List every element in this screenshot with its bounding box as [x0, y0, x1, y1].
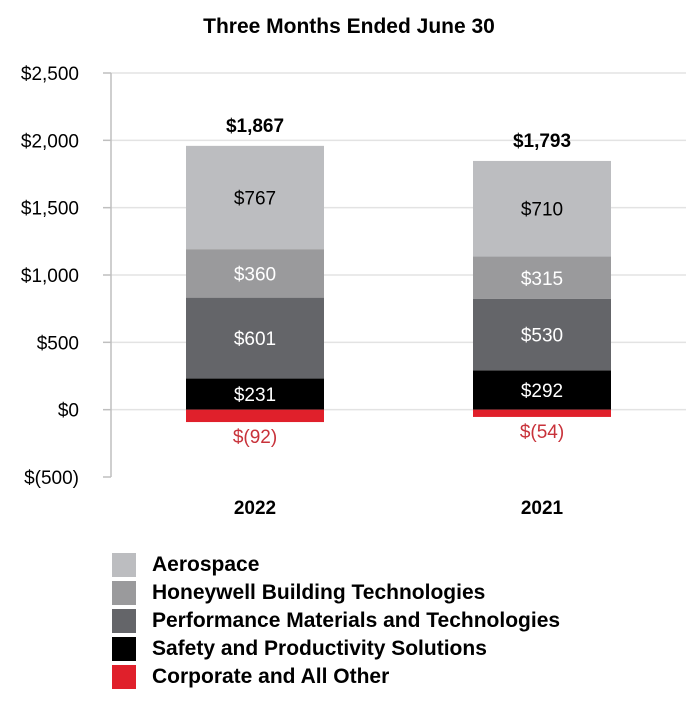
bar-segment-honeywell-building-technologies	[473, 256, 611, 299]
data-label-safety-and-productivity-solutions: $292	[521, 381, 563, 402]
legend-swatch	[112, 581, 136, 605]
bar-segment-performance-materials-and-technologies	[186, 297, 324, 379]
data-label-aerospace: $767	[234, 188, 276, 209]
data-label-honeywell-building-technologies: $315	[521, 269, 563, 290]
legend-label: Aerospace	[152, 553, 260, 576]
bar-segment-aerospace	[473, 160, 611, 257]
bar-segment-aerospace	[186, 145, 324, 250]
data-label-aerospace: $710	[521, 200, 563, 221]
legend-item: Safety and Productivity Solutions	[112, 635, 560, 663]
data-label-corporate-and-all-other: $(54)	[520, 422, 564, 443]
x-tick-label: 2022	[234, 498, 276, 519]
legend-item: Performance Materials and Technologies	[112, 607, 560, 635]
bar-total-label: $1,793	[513, 131, 571, 152]
legend-swatch	[112, 637, 136, 661]
bar-segment-performance-materials-and-technologies	[473, 298, 611, 371]
bar-segment-corporate-and-all-other	[186, 409, 324, 423]
y-tick-label: $2,000	[21, 131, 79, 152]
y-tick-label: $(500)	[24, 468, 79, 489]
data-label-corporate-and-all-other: $(92)	[233, 427, 277, 448]
legend-swatch	[112, 609, 136, 633]
y-tick-label: $1,500	[21, 199, 79, 220]
x-tick-label: 2021	[521, 498, 564, 519]
data-label-safety-and-productivity-solutions: $231	[234, 385, 276, 406]
y-tick-label: $1,000	[21, 266, 79, 287]
data-label-performance-materials-and-technologies: $601	[234, 329, 276, 350]
legend-swatch	[112, 665, 136, 689]
y-tick-label: $500	[37, 333, 79, 354]
y-tick-label: $0	[58, 401, 79, 422]
legend-item: Aerospace	[112, 551, 560, 579]
stacked-bar-chart: Three Months Ended June 30 $(500)$0$500$…	[21, 15, 686, 519]
legend: Aerospace Honeywell Building Technologies…	[112, 551, 560, 691]
bar-segment-safety-and-productivity-solutions	[186, 378, 324, 410]
legend-label: Honeywell Building Technologies	[152, 581, 486, 604]
data-label-performance-materials-and-technologies: $530	[521, 326, 563, 347]
chart-title: Three Months Ended June 30	[203, 15, 495, 38]
bar-segment-safety-and-productivity-solutions	[473, 370, 611, 410]
y-tick-label: $2,500	[21, 64, 79, 85]
bar-segment-corporate-and-all-other	[473, 409, 611, 417]
bar-total-label: $1,867	[226, 116, 284, 137]
bar-segment-honeywell-building-technologies	[186, 249, 324, 298]
legend-label: Performance Materials and Technologies	[152, 609, 561, 632]
data-label-honeywell-building-technologies: $360	[234, 264, 276, 285]
bars: $231 $601 $360 $767 $(92) $1,867 $292 $530 $315 $…	[186, 116, 611, 448]
legend-label: Corporate and All Other	[152, 665, 390, 688]
y-axis-ticks: $(500) $0 $500 $1,000 $1,500 $2,000 $2,500	[21, 64, 111, 489]
legend-item: Honeywell Building Technologies	[112, 579, 560, 607]
legend-label: Safety and Productivity Solutions	[152, 637, 487, 660]
x-axis-tick-labels: 2022 2021	[234, 498, 564, 519]
legend-item: Corporate and All Other	[112, 663, 560, 691]
legend-swatch	[112, 553, 136, 577]
